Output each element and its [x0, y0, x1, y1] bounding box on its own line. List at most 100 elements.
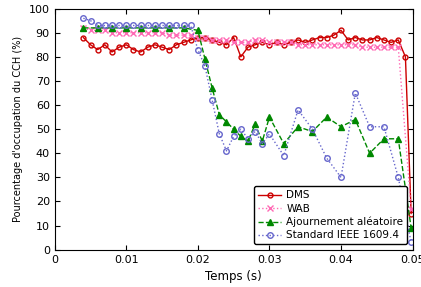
WAB	[145, 31, 150, 34]
Ajournement aléatoire	[138, 26, 143, 30]
DMS	[310, 38, 315, 42]
Ajournement aléatoire	[238, 135, 243, 138]
Standard IEEE 1609.4	[81, 17, 86, 20]
Standard IEEE 1609.4	[203, 65, 208, 68]
WAB	[231, 41, 236, 44]
Ajournement aléatoire	[124, 26, 129, 30]
Standard IEEE 1609.4	[260, 142, 265, 145]
Ajournement aléatoire	[381, 137, 386, 141]
WAB	[260, 38, 265, 42]
Y-axis label: Pourcentage d'occupation du CCH (%): Pourcentage d'occupation du CCH (%)	[13, 36, 23, 222]
WAB	[389, 45, 394, 49]
Ajournement aléatoire	[338, 125, 344, 129]
WAB	[217, 38, 222, 42]
Line: WAB: WAB	[80, 25, 414, 212]
WAB	[274, 41, 279, 44]
WAB	[360, 45, 365, 49]
DMS	[217, 41, 222, 44]
Standard IEEE 1609.4	[167, 24, 172, 27]
WAB	[288, 41, 293, 44]
Standard IEEE 1609.4	[253, 130, 258, 133]
WAB	[296, 43, 301, 46]
WAB	[160, 31, 165, 34]
DMS	[109, 50, 115, 54]
WAB	[195, 36, 200, 39]
WAB	[138, 31, 143, 34]
WAB	[331, 43, 336, 46]
Standard IEEE 1609.4	[160, 24, 165, 27]
Ajournement aléatoire	[152, 26, 157, 30]
Ajournement aléatoire	[217, 113, 222, 117]
DMS	[160, 45, 165, 49]
DMS	[338, 29, 344, 32]
DMS	[360, 38, 365, 42]
DMS	[224, 43, 229, 46]
Ajournement aléatoire	[353, 118, 358, 121]
Standard IEEE 1609.4	[296, 108, 301, 112]
DMS	[238, 55, 243, 59]
DMS	[274, 41, 279, 44]
WAB	[281, 41, 286, 44]
Standard IEEE 1609.4	[102, 24, 107, 27]
DMS	[303, 41, 308, 44]
Standard IEEE 1609.4	[181, 24, 186, 27]
WAB	[88, 29, 93, 32]
Standard IEEE 1609.4	[381, 125, 386, 129]
Ajournement aléatoire	[409, 226, 414, 230]
Ajournement aléatoire	[324, 115, 329, 119]
Standard IEEE 1609.4	[145, 24, 150, 27]
Standard IEEE 1609.4	[188, 24, 193, 27]
DMS	[88, 43, 93, 46]
Standard IEEE 1609.4	[224, 149, 229, 153]
DMS	[231, 36, 236, 39]
WAB	[381, 45, 386, 49]
Standard IEEE 1609.4	[131, 24, 136, 27]
X-axis label: Temps (s): Temps (s)	[205, 270, 262, 283]
DMS	[403, 55, 408, 59]
WAB	[303, 43, 308, 46]
WAB	[245, 41, 250, 44]
DMS	[174, 43, 179, 46]
WAB	[117, 31, 122, 34]
WAB	[203, 36, 208, 39]
Standard IEEE 1609.4	[217, 132, 222, 136]
Ajournement aléatoire	[253, 123, 258, 126]
WAB	[324, 43, 329, 46]
WAB	[409, 207, 414, 210]
WAB	[188, 33, 193, 37]
DMS	[131, 48, 136, 51]
Ajournement aléatoire	[203, 57, 208, 61]
Standard IEEE 1609.4	[367, 125, 372, 129]
WAB	[102, 29, 107, 32]
Ajournement aléatoire	[231, 127, 236, 131]
DMS	[260, 41, 265, 44]
DMS	[317, 36, 322, 39]
Standard IEEE 1609.4	[152, 24, 157, 27]
Ajournement aléatoire	[296, 125, 301, 129]
WAB	[81, 26, 86, 30]
Standard IEEE 1609.4	[195, 48, 200, 51]
DMS	[210, 38, 215, 42]
DMS	[138, 50, 143, 54]
DMS	[253, 43, 258, 46]
WAB	[124, 31, 129, 34]
DMS	[167, 48, 172, 51]
WAB	[131, 31, 136, 34]
WAB	[317, 43, 322, 46]
WAB	[367, 45, 372, 49]
Ajournement aléatoire	[95, 26, 100, 30]
DMS	[381, 38, 386, 42]
WAB	[267, 41, 272, 44]
WAB	[353, 43, 358, 46]
Ajournement aléatoire	[81, 26, 86, 30]
WAB	[174, 33, 179, 37]
Ajournement aléatoire	[181, 26, 186, 30]
Standard IEEE 1609.4	[396, 176, 401, 179]
WAB	[346, 43, 351, 46]
DMS	[124, 43, 129, 46]
WAB	[152, 31, 157, 34]
DMS	[331, 33, 336, 37]
DMS	[367, 38, 372, 42]
Standard IEEE 1609.4	[174, 24, 179, 27]
DMS	[102, 43, 107, 46]
